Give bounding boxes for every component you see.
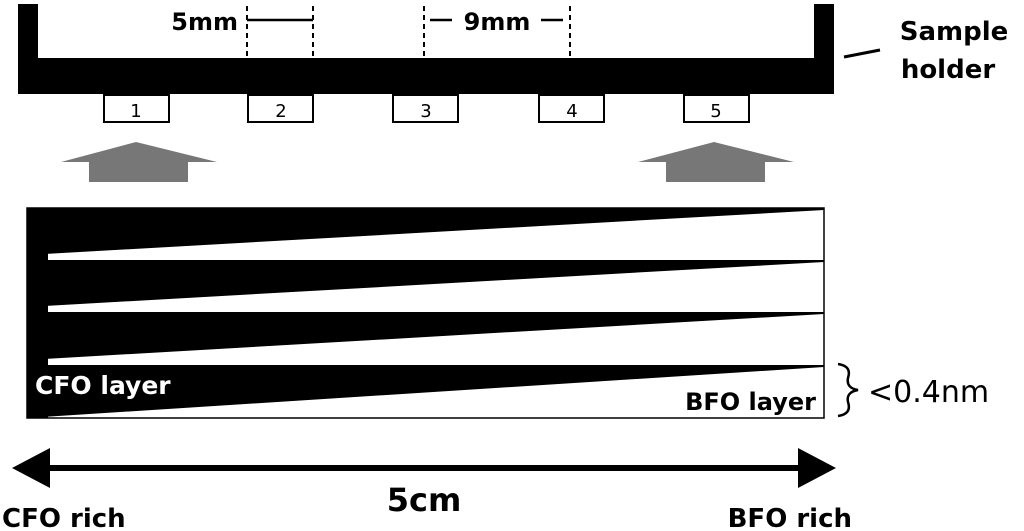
up-arrow-left-icon <box>61 142 217 182</box>
spacing-5mm-indicator <box>246 6 314 58</box>
cfo-wedge-4 <box>27 365 824 418</box>
cfo-wedge-2 <box>27 260 824 307</box>
up-arrow-right-icon <box>638 142 794 182</box>
multilayer-wedge-stack <box>26 207 825 419</box>
sample-box-3: 3 <box>392 94 459 123</box>
cfo-layer-label: CFO layer <box>35 371 171 400</box>
spacing-9mm-indicator <box>423 6 571 58</box>
width-label: 5cm <box>387 481 462 519</box>
cfo-wedge-left-edge <box>27 208 48 418</box>
sample-holder-label-line2: holder <box>901 55 996 85</box>
cfo-rich-label: CFO rich <box>2 504 126 531</box>
sample-box-5: 5 <box>683 94 750 123</box>
sample-holder-leader <box>843 48 881 59</box>
thickness-label: <0.4nm <box>868 375 989 410</box>
sample-holder <box>18 4 834 94</box>
arrow-left-head-icon <box>12 448 50 488</box>
cfo-wedge-1 <box>27 208 824 255</box>
sample-box-1: 1 <box>103 94 170 123</box>
cfo-wedge-3 <box>27 312 824 360</box>
sample-box-4: 4 <box>538 94 605 123</box>
sample-label-2: 2 <box>275 101 286 122</box>
bfo-layer-label: BFO layer <box>685 388 816 416</box>
spacing-9mm-label: 9mm <box>464 8 531 36</box>
sample-label-1: 1 <box>130 101 141 122</box>
bfo-rich-label: BFO rich <box>728 504 852 531</box>
sample-label-4: 4 <box>566 101 577 122</box>
sample-holder-label-line1: Sample <box>900 17 1009 47</box>
arrow-right-head-icon <box>798 448 836 488</box>
spacing-5mm-label: 5mm <box>171 8 238 36</box>
sample-label-5: 5 <box>710 101 721 122</box>
thickness-brace <box>837 362 859 418</box>
sample-box-2: 2 <box>247 94 314 123</box>
width-arrow <box>12 448 836 488</box>
sample-label-3: 3 <box>420 101 431 122</box>
